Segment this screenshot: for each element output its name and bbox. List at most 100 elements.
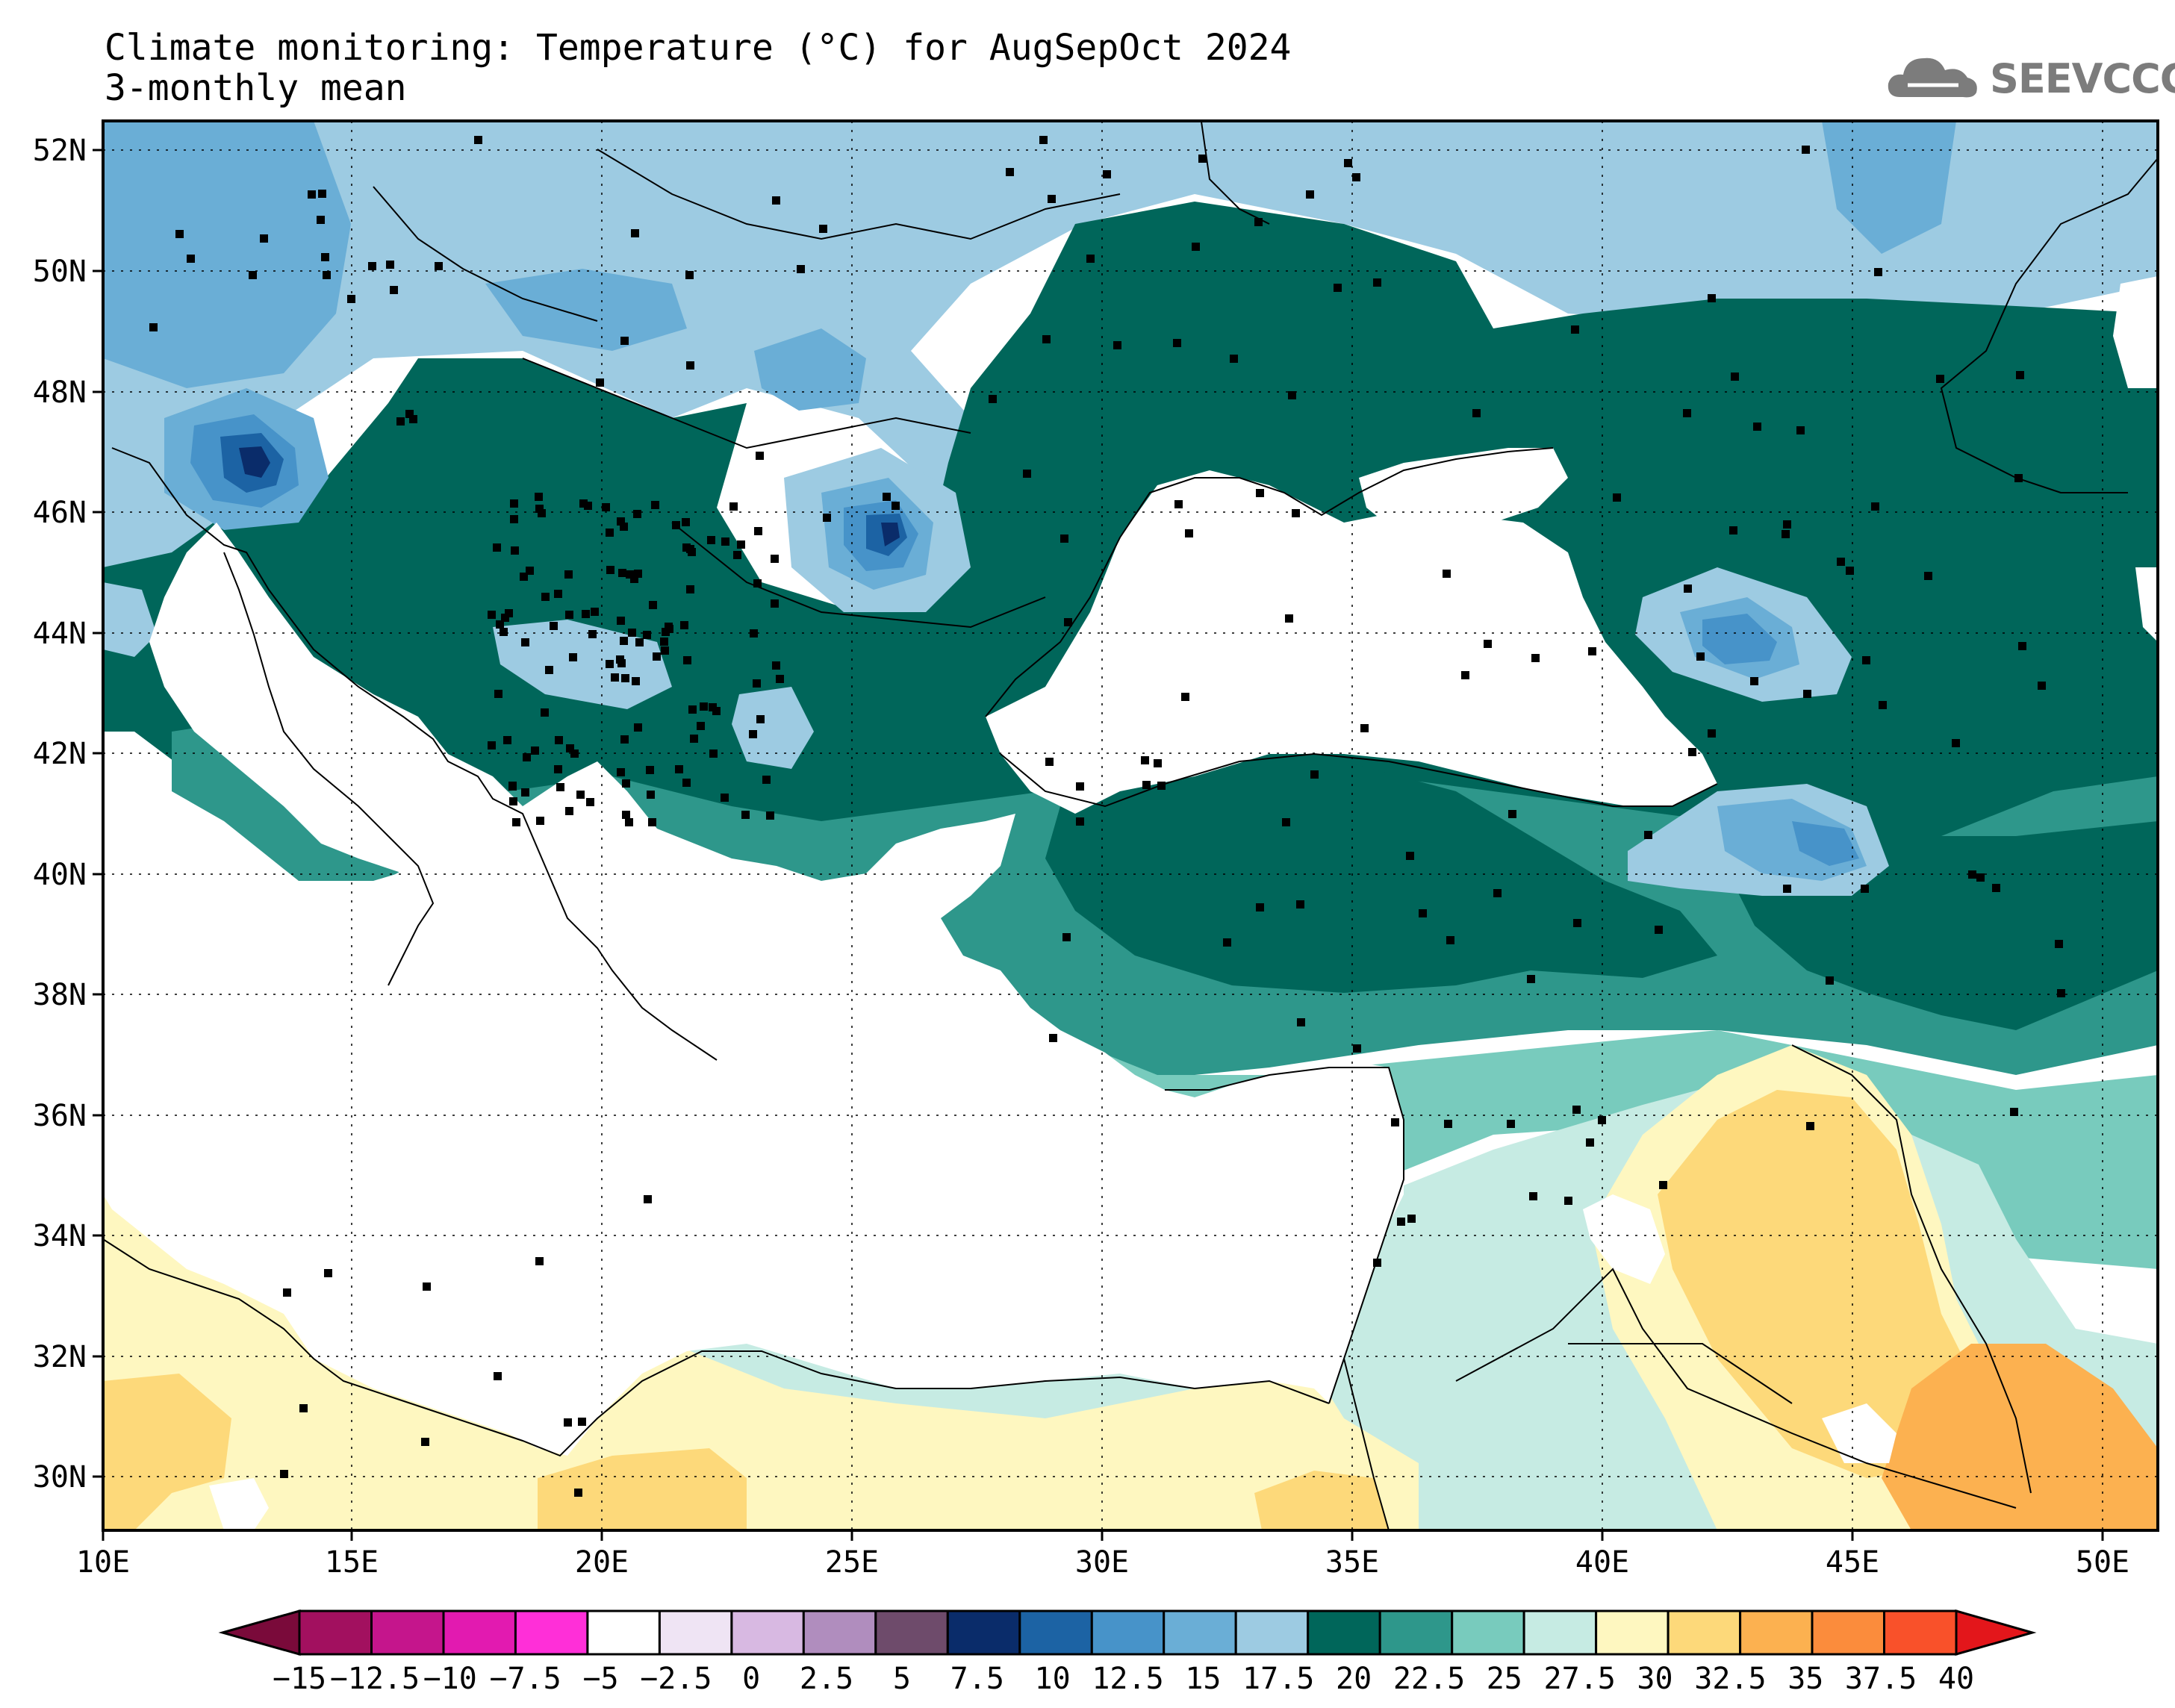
station-marker [584, 502, 592, 510]
station-marker [1803, 690, 1811, 698]
sea-area [2135, 567, 2158, 642]
station-marker [635, 638, 644, 646]
lon-label: 35E [1325, 1545, 1379, 1580]
station-marker [317, 216, 325, 224]
station-marker [620, 735, 629, 744]
station-marker [1397, 1218, 1405, 1226]
station-marker [709, 703, 717, 711]
sea-area [1822, 1403, 1896, 1463]
station-marker [1230, 355, 1238, 363]
station-marker [756, 452, 764, 460]
station-marker [1154, 759, 1162, 767]
lon-label: 10E [76, 1545, 130, 1580]
station-marker [556, 783, 564, 791]
station-marker [688, 705, 697, 714]
station-marker [1334, 284, 1342, 292]
temperature-region [881, 523, 900, 546]
station-marker [554, 590, 562, 598]
station-marker [579, 499, 588, 508]
station-marker [1729, 526, 1737, 534]
station-marker [762, 776, 771, 784]
station-marker [409, 415, 417, 423]
station-marker [700, 702, 708, 711]
station-marker [1968, 870, 1976, 879]
colorbar-bin [730, 1609, 805, 1656]
station-marker [1060, 534, 1068, 543]
station-marker [1407, 1215, 1416, 1223]
station-marker [535, 493, 543, 501]
station-marker [1006, 168, 1014, 176]
colorbar-label: 37.5 [1845, 1662, 1917, 1696]
station-marker [1684, 585, 1692, 593]
station-marker [1806, 1122, 1814, 1130]
station-marker [149, 323, 158, 331]
station-marker [766, 811, 774, 820]
station-marker [1391, 1118, 1399, 1126]
colorbar-label: −12.5 [330, 1662, 420, 1696]
temperature-region [732, 687, 814, 769]
temperature-region [1045, 761, 1717, 993]
station-marker [823, 514, 831, 522]
lat-label: 30N [33, 1460, 87, 1494]
station-marker [754, 527, 762, 535]
station-marker [1493, 889, 1502, 897]
colorbar-label: 15 [1185, 1662, 1221, 1696]
station-marker [423, 1282, 431, 1291]
lon-axis: 10E 15E 20E 25E 30E 35E 40E 45E 50E [76, 1530, 2129, 1580]
station-marker [1103, 170, 1111, 178]
colorbar-bin [658, 1609, 733, 1656]
station-marker [509, 797, 517, 805]
station-marker [574, 1489, 582, 1497]
colorbar: −15 −12.5 −10 −7.5 −5 −2.5 0 2.5 5 7.5 10 12.5 15 17.… [218, 1609, 2037, 1696]
station-marker [494, 690, 502, 698]
colorbar-bin [586, 1609, 661, 1656]
station-marker [555, 736, 563, 744]
station-marker [541, 593, 550, 601]
colorbar-bin [1811, 1609, 1885, 1656]
colorbar-label: 0 [742, 1662, 760, 1696]
temperature-region [103, 1374, 231, 1530]
map-frame [102, 119, 2159, 1532]
station-marker [1444, 1120, 1452, 1128]
station-marker [680, 621, 688, 629]
lon-label: 30E [1075, 1545, 1129, 1580]
station-marker [500, 628, 508, 636]
station-marker [390, 286, 398, 294]
station-marker [1924, 572, 1932, 580]
station-marker [672, 521, 680, 529]
station-marker [588, 630, 597, 638]
temperature-region [1658, 1090, 1986, 1478]
station-marker [675, 765, 683, 773]
colorbar-bin [1378, 1609, 1454, 1656]
colorbar-label: 25 [1487, 1662, 1522, 1696]
station-marker [321, 253, 329, 261]
station-marker [1039, 136, 1048, 144]
station-marker [1992, 884, 2000, 892]
station-marker [660, 638, 668, 646]
station-marker [776, 675, 784, 683]
lat-label: 48N [33, 375, 87, 410]
station-marker [2055, 940, 2063, 948]
station-marker [1936, 375, 1944, 383]
station-marker [2016, 371, 2024, 379]
gridlines [103, 121, 2158, 1530]
station-marker [510, 515, 518, 523]
station-marker [566, 744, 574, 752]
station-marker [1659, 1181, 1667, 1189]
map-field [103, 121, 2158, 1530]
station-marker [505, 609, 513, 617]
station-marker [1023, 470, 1031, 478]
station-marker [570, 749, 579, 758]
station-marker [1529, 1192, 1537, 1200]
sea-area [209, 1478, 269, 1530]
station-marker [591, 608, 599, 616]
station-marker [1185, 529, 1193, 537]
station-marker [2057, 989, 2065, 997]
colorbar-bin [1163, 1609, 1237, 1656]
station-marker [750, 629, 758, 638]
station-marker [819, 225, 827, 233]
station-marker [323, 271, 331, 279]
station-marker [521, 788, 529, 797]
station-marker [1446, 936, 1454, 944]
station-marker [653, 652, 661, 661]
